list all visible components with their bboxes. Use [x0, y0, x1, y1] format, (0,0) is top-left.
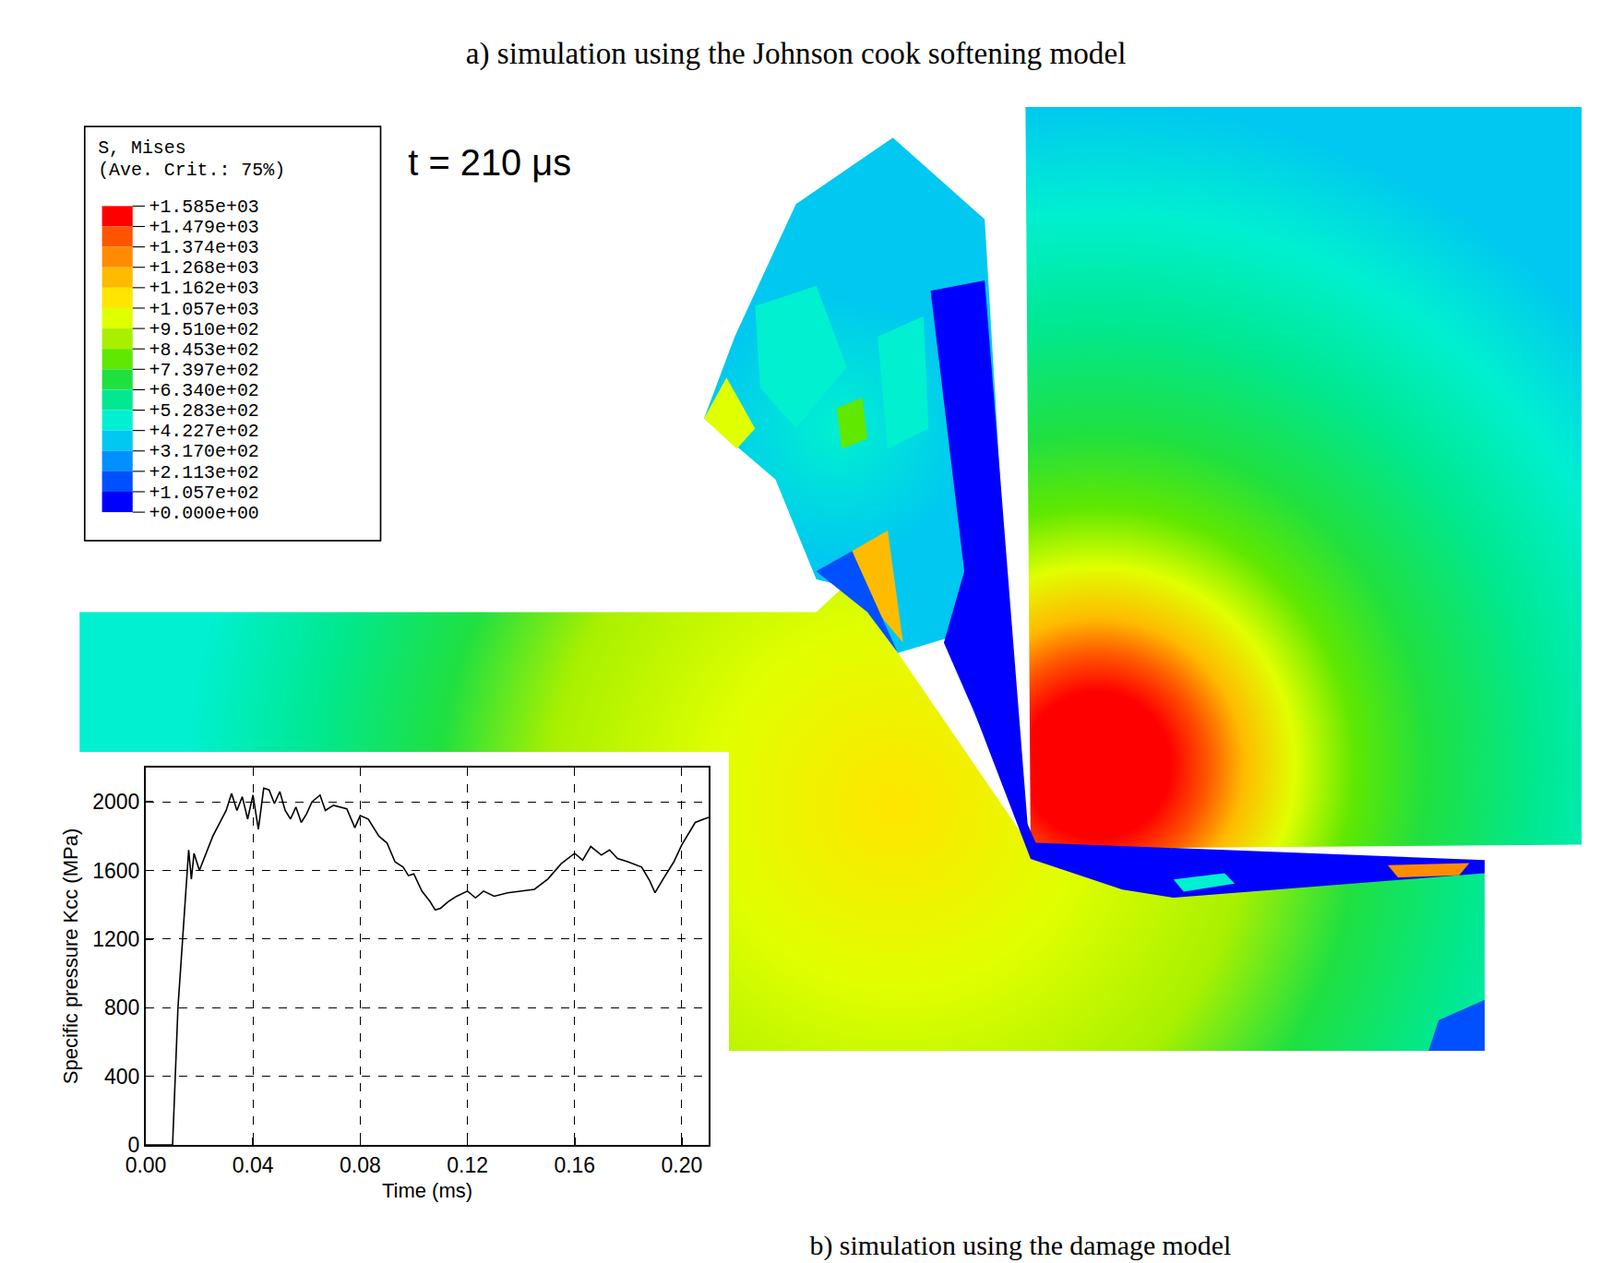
svg-text:+4.227e+02: +4.227e+02	[148, 420, 259, 442]
svg-text:a) simulation using the Johnso: a) simulation using the Johnson cook sof…	[465, 35, 1127, 72]
svg-text:+1.268e+03: +1.268e+03	[148, 257, 259, 279]
svg-text:+7.397e+02: +7.397e+02	[148, 359, 259, 382]
svg-text:+8.453e+02: +8.453e+02	[148, 339, 259, 361]
svg-text:+9.510e+02: +9.510e+02	[148, 319, 259, 341]
svg-text:+1.585e+03: +1.585e+03	[148, 196, 259, 218]
svg-text:0.16: 0.16	[553, 1153, 596, 1178]
svg-text:Time (ms): Time (ms)	[382, 1179, 473, 1203]
svg-text:1600: 1600	[92, 859, 140, 884]
svg-text:+6.340e+02: +6.340e+02	[148, 380, 259, 402]
svg-text:(Ave. Crit.: 75%): (Ave. Crit.: 75%)	[97, 159, 286, 181]
svg-text:b) simulation using the damage: b) simulation using the damage model	[810, 1229, 1232, 1262]
svg-text:+2.113e+02: +2.113e+02	[148, 462, 259, 484]
svg-text:+3.170e+02: +3.170e+02	[148, 441, 259, 463]
svg-text:0: 0	[128, 1133, 141, 1158]
svg-text:+1.374e+03: +1.374e+03	[148, 237, 259, 259]
svg-text:S, Mises: S, Mises	[97, 137, 187, 159]
svg-text:2000: 2000	[92, 789, 140, 814]
svg-text:+5.283e+02: +5.283e+02	[148, 400, 259, 422]
svg-text:t = 210 μs: t = 210 μs	[407, 142, 572, 183]
svg-text:+1.057e+03: +1.057e+03	[148, 298, 259, 321]
svg-text:0.00: 0.00	[125, 1153, 168, 1178]
svg-text:1200: 1200	[92, 927, 140, 952]
svg-text:0.04: 0.04	[232, 1153, 275, 1178]
svg-text:+1.479e+03: +1.479e+03	[148, 216, 259, 239]
svg-text:0.20: 0.20	[661, 1153, 704, 1178]
svg-text:Specific pressure Kcc (MPa): Specific pressure Kcc (MPa)	[59, 828, 83, 1086]
svg-text:400: 400	[104, 1064, 140, 1089]
svg-text:+0.000e+00: +0.000e+00	[148, 502, 259, 525]
svg-text:+1.162e+03: +1.162e+03	[148, 277, 259, 299]
svg-text:0.08: 0.08	[339, 1153, 382, 1178]
svg-text:+1.057e+02: +1.057e+02	[148, 482, 259, 504]
svg-text:0.12: 0.12	[446, 1153, 489, 1178]
svg-text:800: 800	[104, 995, 140, 1020]
